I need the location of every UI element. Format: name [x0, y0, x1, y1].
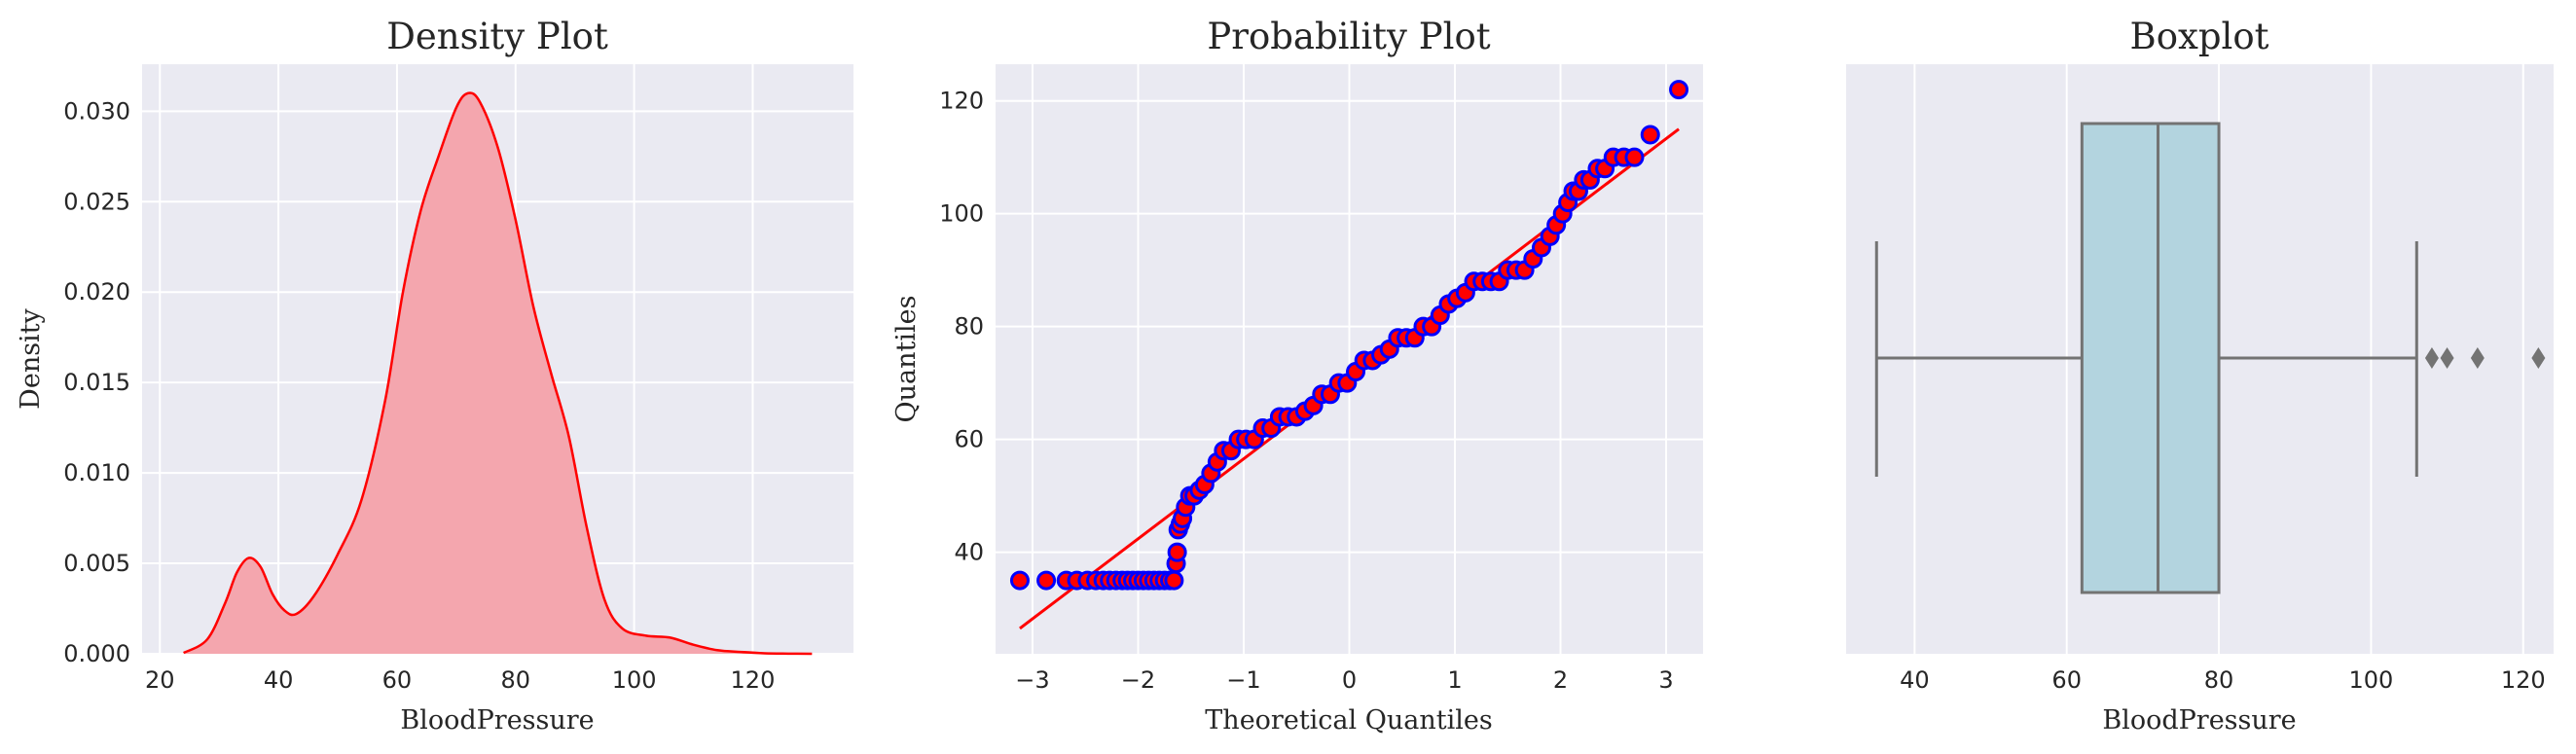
probability-point: [1036, 570, 1057, 591]
density-curve: [183, 91, 813, 656]
density-y-tick-label: 0.030: [63, 97, 130, 125]
density-x-tick-label: 40: [264, 666, 294, 694]
probability-x-tick-label: 0: [1342, 666, 1357, 694]
boxplot-outlier: [2470, 347, 2485, 369]
probability-x-tick-label: −1: [1226, 666, 1260, 694]
probability-point: [1009, 570, 1030, 591]
density-y-tick-label: 0.000: [63, 640, 130, 667]
probability-x-tick-label: −2: [1121, 666, 1155, 694]
density-x-tick-label: 20: [145, 666, 175, 694]
boxplot-box: [2080, 122, 2221, 594]
probability-y-tick-label: 120: [939, 88, 984, 115]
probability-x-tick-label: −3: [1015, 666, 1049, 694]
boxplot-x-tick-label: 120: [2501, 666, 2546, 694]
density-tick-labels: 20 40 60 80 100 120 0.000 0.005 0.010 0.015 0.020 0…: [63, 97, 775, 694]
probability-x-tick-label: 2: [1553, 666, 1568, 694]
probability-point: [1640, 125, 1660, 145]
boxplot-x-tick-label: 60: [2051, 666, 2082, 694]
probability-points: [1009, 80, 1689, 591]
probability-y-axis-label: Quantiles: [891, 296, 922, 423]
probability-y-tick-label: 60: [954, 426, 984, 453]
density-title: Density Plot: [386, 16, 608, 57]
density-y-tick-label: 0.015: [63, 369, 130, 396]
probability-y-tick-label: 100: [939, 200, 984, 228]
probability-y-tick-label: 40: [954, 539, 984, 566]
boxplot-x-tick-label: 40: [1900, 666, 1930, 694]
density-x-tick-label: 100: [612, 666, 657, 694]
density-x-tick-label: 80: [501, 666, 531, 694]
density-y-tick-label: 0.010: [63, 459, 130, 486]
boxplot-outlier: [2440, 347, 2454, 369]
probability-y-tick-label: 80: [954, 313, 984, 341]
boxplot-x-tick-label: 80: [2204, 666, 2234, 694]
density-y-tick-label: 0.025: [63, 188, 130, 215]
boxplot-panel: 40 60 80 100 120 Boxplot BloodPressure: [1846, 16, 2554, 736]
probability-gridlines: [996, 64, 1703, 654]
boxplot-marks: [1874, 122, 2546, 594]
boxplot-tick-labels: 40 60 80 100 120: [1900, 666, 2546, 694]
boxplot-outlier: [2424, 347, 2439, 369]
probability-x-tick-label: 3: [1658, 666, 1673, 694]
density-panel: 20 40 60 80 100 120 0.000 0.005 0.010 0.015 0.020 0…: [16, 16, 853, 736]
probability-tick-labels: −3 −2 −1 0 1 2 3 40 60 80 100 120: [939, 88, 1673, 694]
density-y-tick-label: 0.005: [63, 550, 130, 577]
density-x-tick-label: 60: [382, 666, 413, 694]
probability-point: [1167, 542, 1187, 562]
boxplot-outlier: [2531, 347, 2546, 369]
probability-x-axis-label: Theoretical Quantiles: [1205, 705, 1492, 736]
density-x-axis-label: BloodPressure: [400, 705, 594, 736]
probability-x-tick-label: 1: [1447, 666, 1462, 694]
density-y-axis-label: Density: [16, 307, 46, 409]
density-x-tick-label: 120: [731, 666, 776, 694]
probability-point: [1164, 570, 1184, 591]
probability-point: [1624, 147, 1645, 167]
boxplot-x-tick-label: 100: [2348, 666, 2393, 694]
probability-point: [1669, 80, 1689, 100]
density-area: [183, 92, 813, 655]
boxplot-x-axis-label: BloodPressure: [2102, 705, 2296, 736]
density-y-tick-label: 0.020: [63, 278, 130, 305]
probability-title: Probability Plot: [1207, 16, 1490, 57]
boxplot-title: Boxplot: [2130, 16, 2269, 57]
